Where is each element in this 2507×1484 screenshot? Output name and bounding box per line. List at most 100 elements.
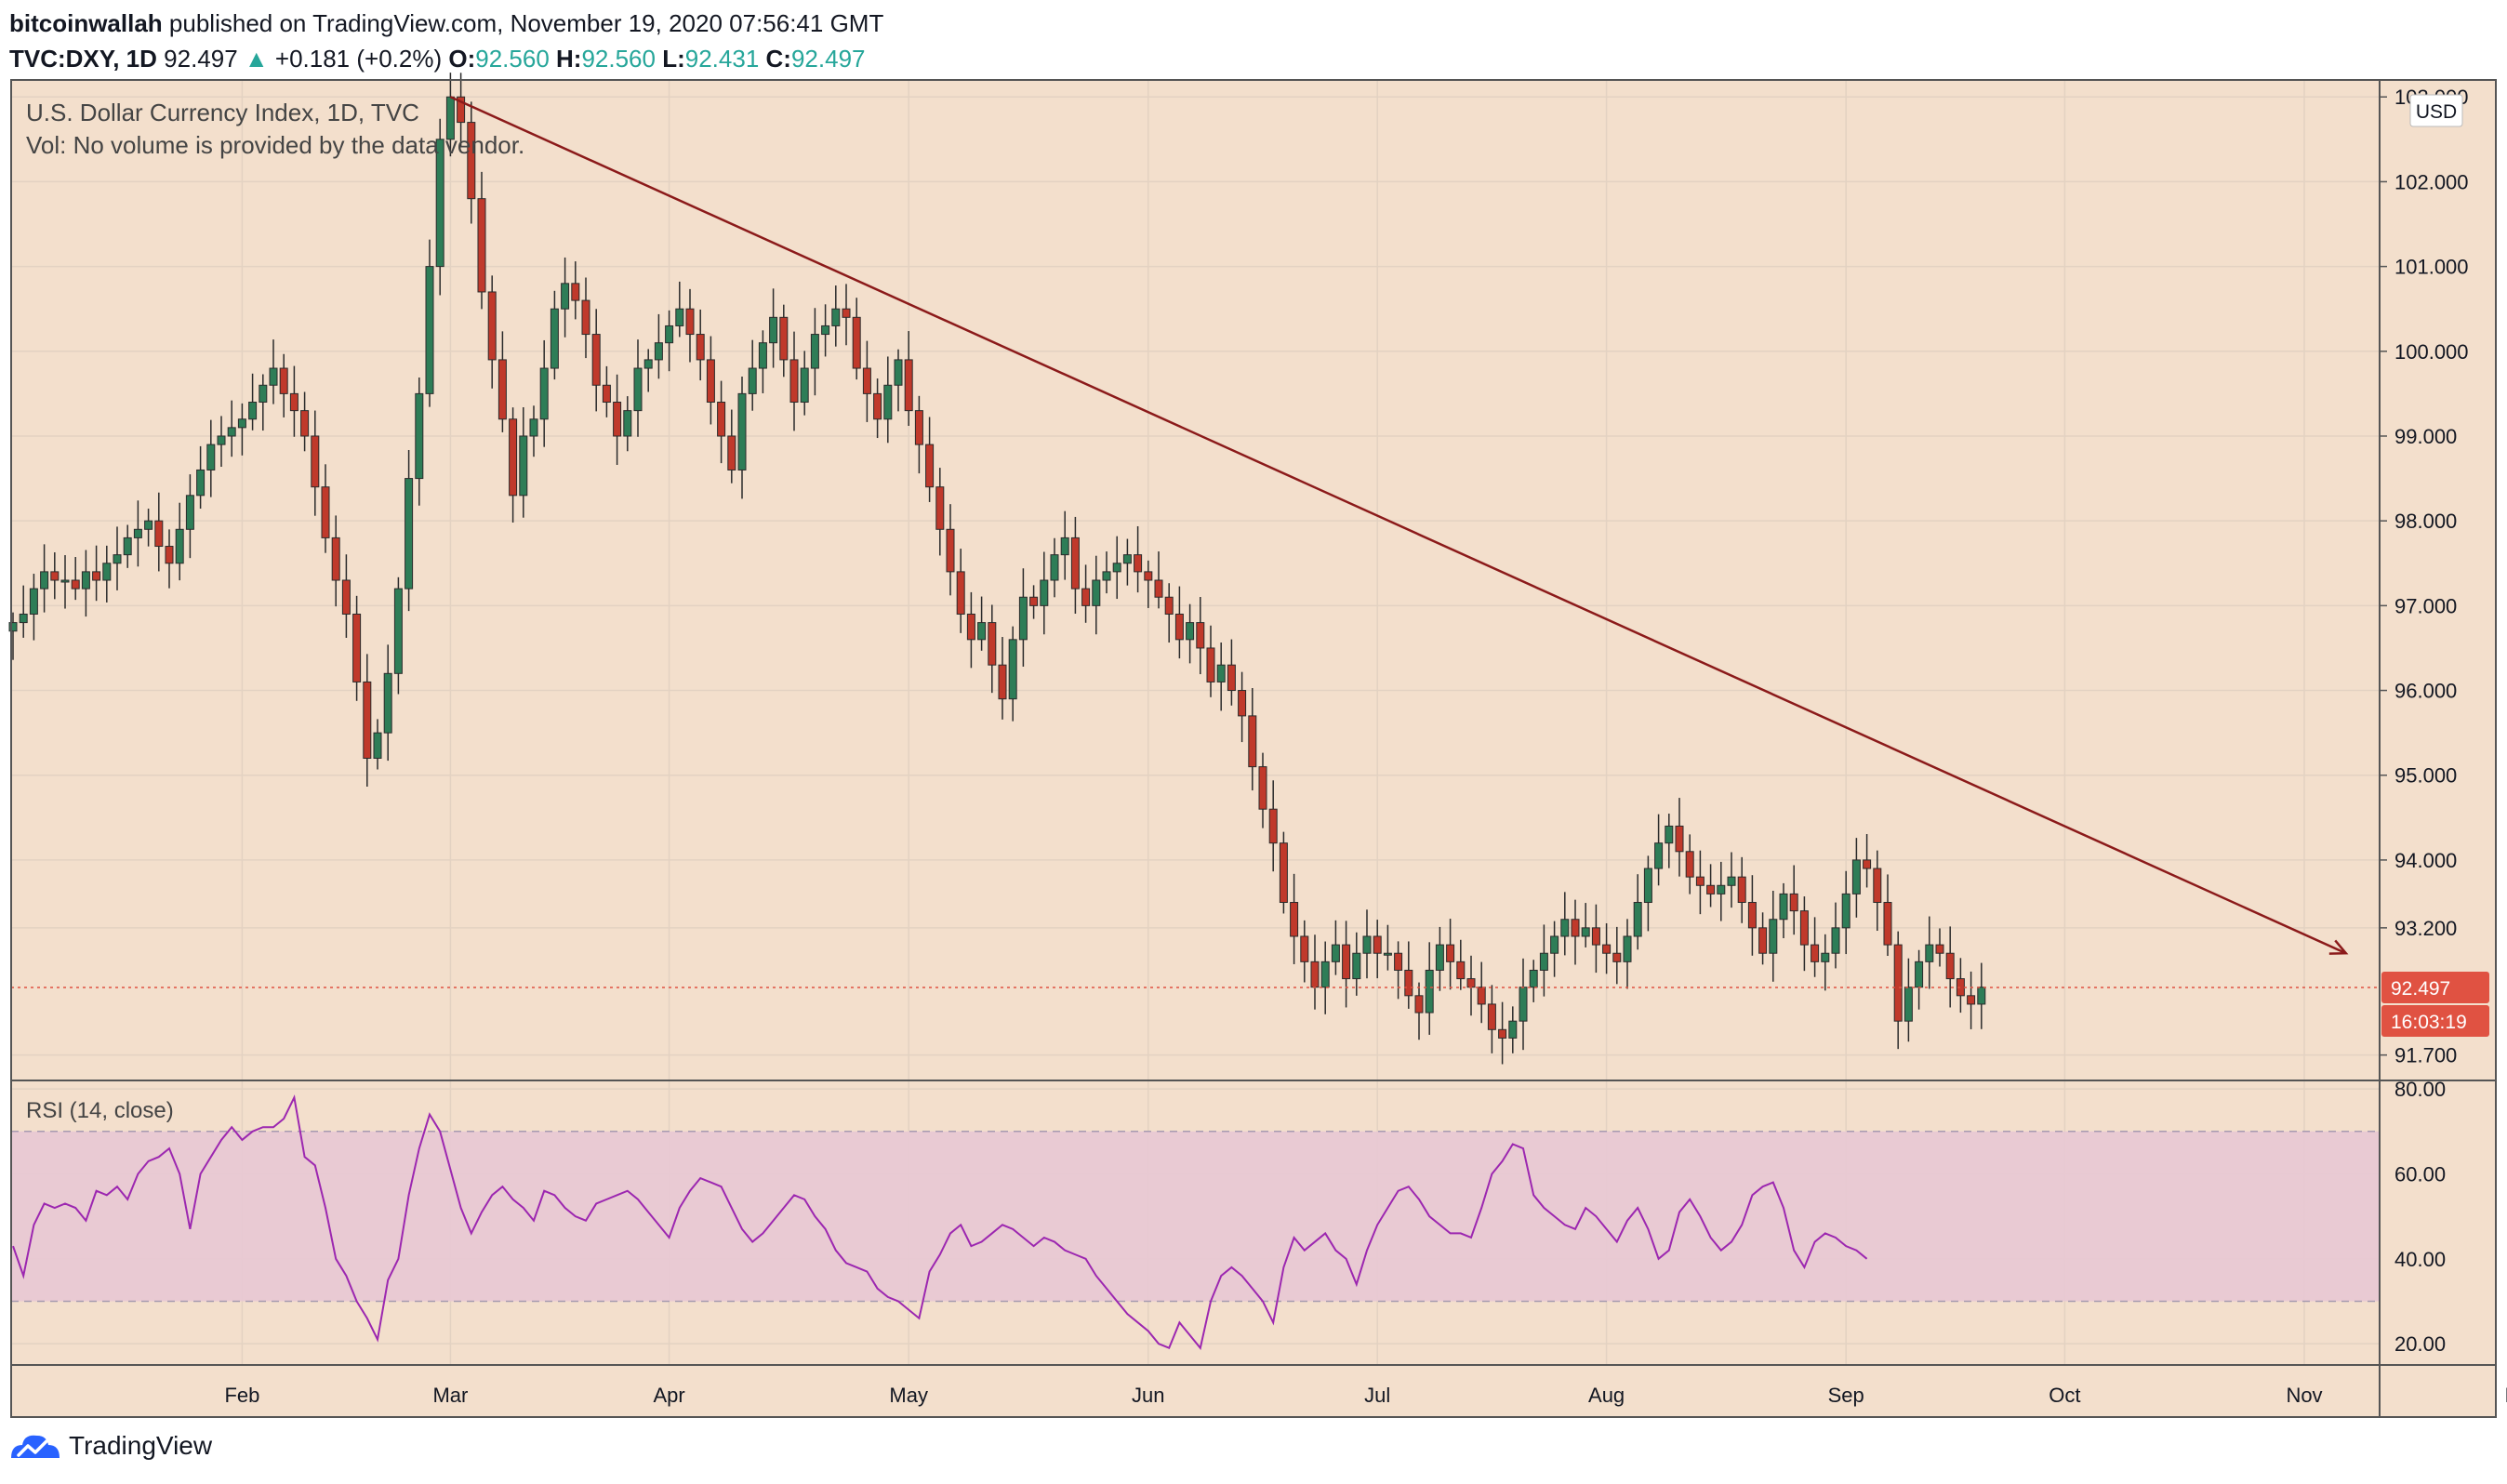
candle[interactable] xyxy=(988,604,997,694)
candle[interactable] xyxy=(1134,525,1143,593)
candle[interactable] xyxy=(998,637,1007,720)
candle[interactable] xyxy=(248,373,258,431)
candle[interactable] xyxy=(1508,1006,1518,1053)
candle[interactable] xyxy=(113,526,122,590)
candle[interactable] xyxy=(1717,861,1726,921)
candle[interactable] xyxy=(175,502,184,581)
candle[interactable] xyxy=(1196,597,1205,675)
candle[interactable] xyxy=(727,409,736,484)
candle[interactable] xyxy=(550,290,559,380)
candle[interactable] xyxy=(279,353,288,417)
candle[interactable] xyxy=(1352,932,1361,996)
candle[interactable] xyxy=(685,288,695,363)
candle[interactable] xyxy=(1320,941,1330,1014)
time-axis[interactable]: Feb Mar Apr May Jun Jul Aug Sep Oct Nov Dec xyxy=(224,1384,2507,1407)
candle[interactable] xyxy=(925,417,935,502)
candle[interactable] xyxy=(81,550,90,617)
candle[interactable] xyxy=(40,544,49,613)
candle[interactable] xyxy=(435,118,444,296)
candle[interactable] xyxy=(1122,538,1132,586)
candle[interactable] xyxy=(154,492,164,572)
candle[interactable] xyxy=(966,591,975,669)
candle[interactable] xyxy=(1789,865,1798,935)
candle[interactable] xyxy=(133,500,142,567)
candle[interactable] xyxy=(1737,856,1746,923)
candle[interactable] xyxy=(1883,874,1892,957)
candle[interactable] xyxy=(894,349,903,412)
candle[interactable] xyxy=(1102,551,1111,594)
candle[interactable] xyxy=(561,257,570,338)
candle[interactable] xyxy=(1685,834,1694,894)
candle[interactable] xyxy=(467,101,476,224)
candle[interactable] xyxy=(1238,671,1247,743)
candle[interactable] xyxy=(1446,919,1455,990)
candle[interactable] xyxy=(1092,555,1101,635)
candle[interactable] xyxy=(623,396,632,452)
candle[interactable] xyxy=(102,545,112,603)
candle[interactable] xyxy=(1331,920,1340,975)
candle[interactable] xyxy=(1154,551,1163,609)
candle[interactable] xyxy=(1758,912,1768,965)
candle[interactable] xyxy=(1925,916,1934,989)
candle[interactable] xyxy=(1414,982,1424,1040)
candle[interactable] xyxy=(1675,798,1684,877)
tradingview-logo-icon[interactable] xyxy=(9,1430,61,1462)
candle[interactable] xyxy=(800,351,809,416)
candle[interactable] xyxy=(1394,941,1403,1000)
candle[interactable] xyxy=(92,545,101,602)
candle[interactable] xyxy=(831,285,841,347)
candle[interactable] xyxy=(675,281,684,338)
candle[interactable] xyxy=(1300,920,1309,983)
candle[interactable] xyxy=(1769,890,1778,982)
candle[interactable] xyxy=(50,552,60,600)
candle[interactable] xyxy=(1268,780,1278,872)
candle[interactable] xyxy=(1811,917,1820,977)
candle[interactable] xyxy=(529,405,538,457)
candle[interactable] xyxy=(591,309,601,412)
candle[interactable] xyxy=(1342,921,1351,1008)
candle[interactable] xyxy=(1977,962,1986,1029)
candle[interactable] xyxy=(237,403,246,456)
candle[interactable] xyxy=(289,365,298,437)
candle[interactable] xyxy=(393,576,403,695)
candle[interactable] xyxy=(331,515,340,607)
candle[interactable] xyxy=(1383,924,1392,971)
candle[interactable] xyxy=(946,504,955,596)
candle[interactable] xyxy=(737,376,747,499)
rsi-line[interactable] xyxy=(12,1094,1868,1350)
candle[interactable] xyxy=(914,395,923,474)
candle[interactable] xyxy=(1550,921,1559,977)
candle[interactable] xyxy=(1893,931,1903,1050)
candle[interactable] xyxy=(352,595,362,701)
candle[interactable] xyxy=(1821,934,1830,991)
candle[interactable] xyxy=(1290,873,1299,964)
candle[interactable] xyxy=(1841,870,1850,955)
candle[interactable] xyxy=(977,596,987,651)
candle[interactable] xyxy=(810,308,819,396)
candle[interactable] xyxy=(883,356,893,444)
candle[interactable] xyxy=(1435,926,1444,991)
trendline[interactable] xyxy=(449,96,2349,955)
candle[interactable] xyxy=(1831,902,1840,969)
candle[interactable] xyxy=(341,554,351,638)
candle[interactable] xyxy=(1060,510,1069,580)
candle[interactable] xyxy=(1070,516,1080,614)
candle[interactable] xyxy=(1612,926,1622,985)
candle[interactable] xyxy=(497,331,507,432)
candle[interactable] xyxy=(185,474,194,559)
candle[interactable] xyxy=(71,557,80,601)
candle[interactable] xyxy=(539,339,549,447)
candle[interactable] xyxy=(206,419,216,497)
candle[interactable] xyxy=(1727,852,1736,908)
candle[interactable] xyxy=(1799,896,1809,972)
candle[interactable] xyxy=(373,719,382,770)
candle[interactable] xyxy=(1581,903,1590,947)
candle[interactable] xyxy=(144,509,153,547)
candle[interactable] xyxy=(1654,814,1664,886)
candle[interactable] xyxy=(1487,985,1496,1053)
candle[interactable] xyxy=(581,277,590,359)
candle[interactable] xyxy=(643,349,653,392)
candle[interactable] xyxy=(425,239,434,407)
rsi-axis[interactable]: 80.00 60.00 40.00 20.00 xyxy=(2394,1078,2446,1356)
candle[interactable] xyxy=(654,313,663,379)
